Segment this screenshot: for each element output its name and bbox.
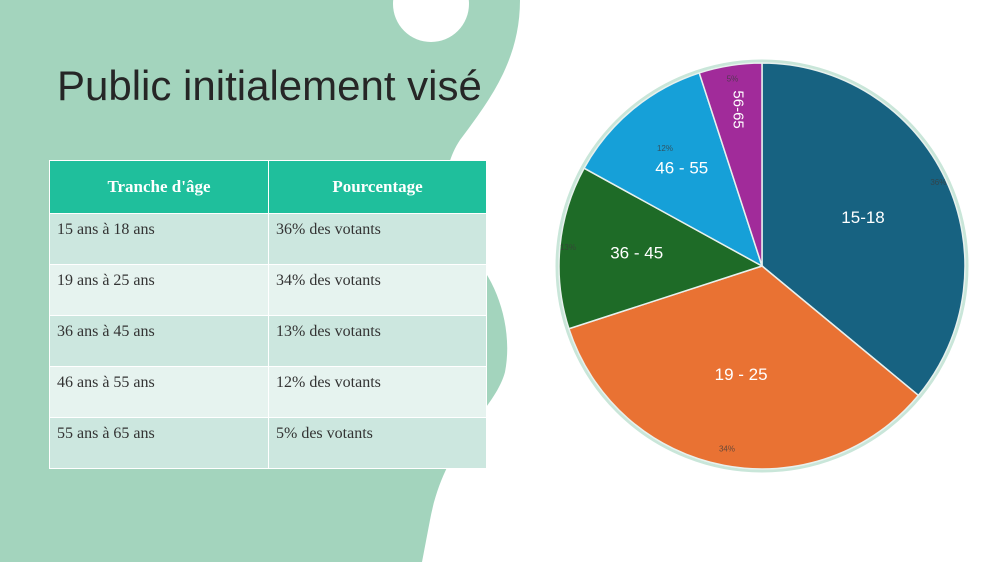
table-row: 36 ans à 45 ans 13% des votants (49, 315, 487, 367)
table-header-row: Tranche d'âge Pourcentage (49, 160, 487, 214)
table-cell-percent: 13% des votants (268, 315, 487, 367)
slice-label: 56-65 (729, 90, 746, 128)
pie-slice (698, 62, 763, 267)
pie-outline (555, 59, 969, 473)
slice-percent-label: 13% (560, 243, 576, 252)
slice-label: 46 - 55 (655, 159, 708, 178)
pie-slice (558, 167, 764, 330)
pie-slice (567, 265, 920, 470)
slice-percent-label: 5% (727, 75, 739, 84)
slice-label: 36 - 45 (610, 244, 663, 263)
table-cell-age: 19 ans à 25 ans (49, 264, 269, 316)
table-row: 19 ans à 25 ans 34% des votants (49, 264, 487, 316)
pie-slice (583, 71, 764, 268)
slice-label: 19 - 25 (715, 365, 768, 384)
pie-slice (761, 62, 966, 397)
slice-percent-label: 36% (930, 178, 946, 187)
table-row: 46 ans à 55 ans 12% des votants (49, 366, 487, 418)
table-cell-age: 15 ans à 18 ans (49, 213, 269, 265)
table-cell-percent: 12% des votants (268, 366, 487, 418)
table-cell-percent: 34% des votants (268, 264, 487, 316)
age-table: Tranche d'âge Pourcentage 15 ans à 18 an… (49, 160, 487, 469)
slice-label: 15-18 (841, 208, 884, 227)
column-header: Pourcentage (268, 160, 487, 214)
table-row: 55 ans à 65 ans 5% des votants (49, 417, 487, 469)
table-cell-age: 46 ans à 55 ans (49, 366, 269, 418)
slide-title: Public initialement visé (57, 62, 482, 109)
table-cell-age: 55 ans à 65 ans (49, 417, 269, 469)
table-row: 15 ans à 18 ans 36% des votants (49, 213, 487, 265)
slice-percent-label: 34% (719, 445, 735, 454)
slice-percent-label: 12% (657, 144, 673, 153)
table-cell-percent: 5% des votants (268, 417, 487, 469)
table-cell-age: 36 ans à 45 ans (49, 315, 269, 367)
table-cell-percent: 36% des votants (268, 213, 487, 265)
